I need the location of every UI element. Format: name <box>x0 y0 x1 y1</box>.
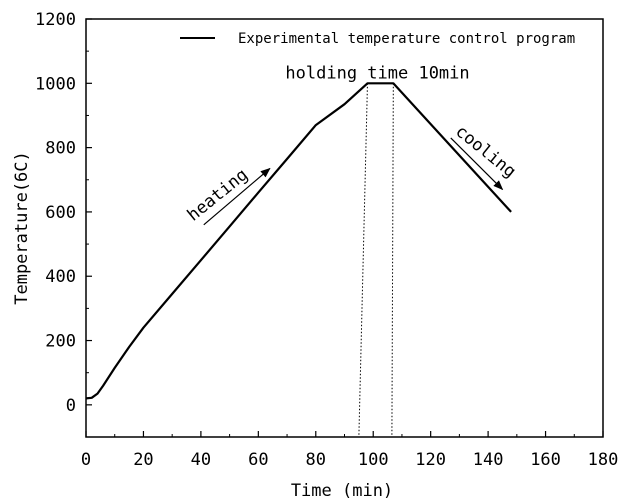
x-tick-label: 0 <box>81 450 91 470</box>
legend: Experimental temperature control program <box>180 31 575 47</box>
y-tick-label: 1000 <box>35 74 76 94</box>
x-tick-label: 140 <box>473 450 504 470</box>
y-axis-title: Temperature(6C) <box>12 151 32 305</box>
legend-label: Experimental temperature control program <box>238 31 575 47</box>
x-tick-label: 160 <box>530 450 561 470</box>
x-tick-label: 180 <box>588 450 619 470</box>
y-tick-label: 600 <box>45 203 76 223</box>
y-tick-label: 200 <box>45 332 76 352</box>
x-tick-label: 100 <box>358 450 389 470</box>
holding-guide-line <box>391 83 394 438</box>
x-tick-label: 80 <box>306 450 326 470</box>
y-tick-label: 1200 <box>35 10 76 30</box>
y-tick-label: 800 <box>45 139 76 159</box>
x-tick-label: 40 <box>191 450 211 470</box>
x-tick-label: 60 <box>248 450 268 470</box>
annotation-1: heating <box>184 165 252 226</box>
holding-guide-line <box>358 83 368 438</box>
annotation-arrow-1 <box>203 167 271 226</box>
x-tick-label: 120 <box>415 450 446 470</box>
annotation-arrow-2 <box>450 137 504 191</box>
y-tick-label: 400 <box>45 267 76 287</box>
x-axis-title: Time (min) <box>291 481 393 501</box>
x-tick-label: 20 <box>133 450 153 470</box>
series-line <box>85 82 512 400</box>
annotation-0: holding time 10min <box>285 63 469 83</box>
y-tick-label: 0 <box>66 396 76 416</box>
